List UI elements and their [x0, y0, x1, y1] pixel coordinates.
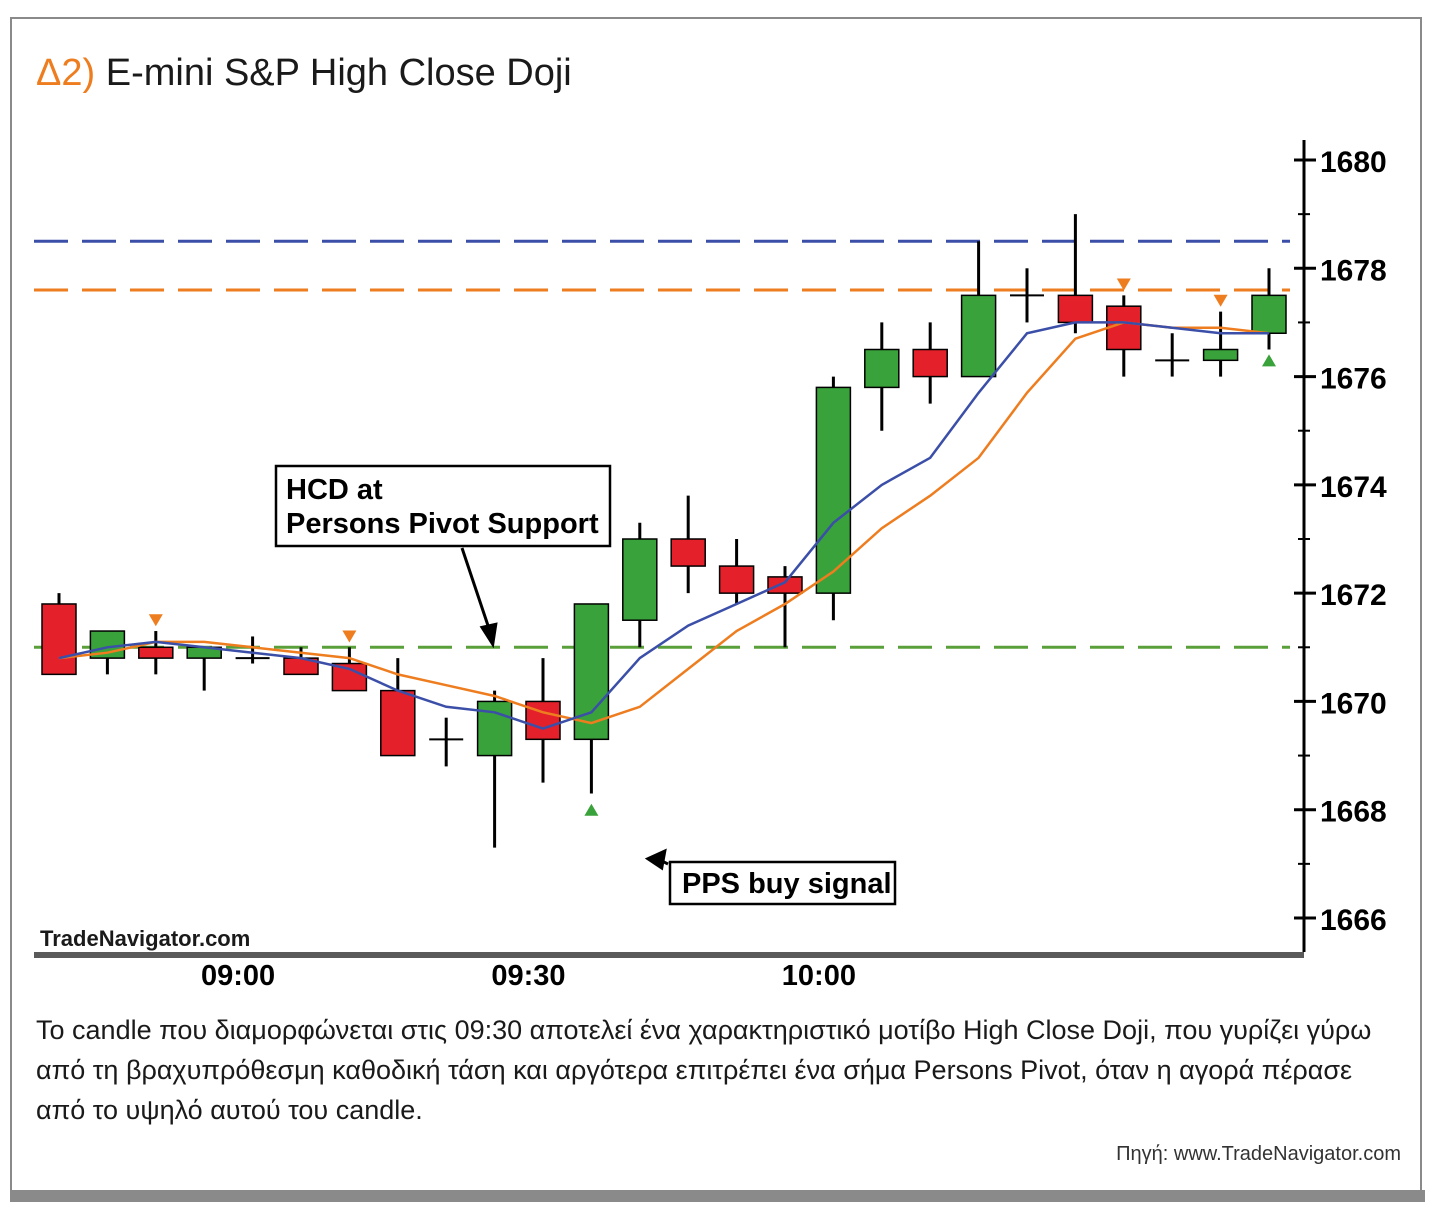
candle-14	[718, 539, 755, 604]
y-tick-label: 1670	[1320, 687, 1387, 720]
buy-marker-1	[1262, 354, 1276, 367]
plot-area	[34, 140, 1290, 952]
candle-body	[718, 565, 755, 594]
candle-18	[912, 322, 948, 404]
candle-body	[1057, 294, 1094, 324]
x-axis-band	[34, 952, 1304, 958]
sell-marker-1	[342, 630, 357, 643]
candle-body	[1202, 348, 1239, 362]
candle-16	[815, 376, 852, 621]
candle-21	[1057, 214, 1094, 334]
candle-15	[767, 566, 803, 648]
candle-body	[960, 294, 997, 378]
plot-area-layer	[34, 140, 1290, 952]
candle-12	[622, 522, 658, 648]
candle-19	[960, 241, 997, 378]
candle-body	[670, 538, 706, 567]
annotation-hcd-arrow-head	[479, 622, 498, 649]
candle-2	[138, 631, 174, 675]
sell-marker-2	[1116, 278, 1131, 291]
candle-22	[1106, 295, 1142, 377]
x-tick-label: 09:00	[201, 960, 275, 992]
candle-body	[767, 576, 803, 594]
candle-body	[41, 603, 77, 676]
buy-marker-0	[584, 803, 599, 816]
candle-body	[380, 689, 416, 757]
candle-9	[476, 690, 513, 848]
annotation-hcd-arrow-line	[460, 547, 492, 631]
sell-marker-0	[148, 614, 163, 627]
figure-number: Δ2)	[36, 52, 96, 94]
moving-averages-layer	[58, 321, 1270, 730]
moving-average-fast	[58, 321, 1269, 730]
moving-average-slow	[58, 321, 1270, 725]
candle-body	[138, 646, 174, 659]
annotations-layer: TradeNavigator.com HCD at Persons Pivot Su…	[40, 464, 897, 951]
candle-body	[864, 348, 900, 389]
y-tick-label: 1680	[1320, 146, 1387, 179]
y-tick-label: 1666	[1320, 904, 1387, 937]
candle-body	[912, 348, 948, 378]
signal-markers-layer	[148, 278, 1276, 816]
chart-watermark: TradeNavigator.com	[40, 926, 250, 951]
x-tick-label: 09:30	[491, 960, 565, 992]
annotation-pps: PPS buy signal	[644, 848, 897, 906]
annotation-hcd-text: HCD at Persons Pivot Support	[286, 474, 599, 540]
source-note: Πηγή: www.TradeNavigator.com	[1116, 1143, 1401, 1165]
y-tick-label: 1678	[1320, 254, 1387, 287]
sell-marker-3	[1213, 294, 1228, 307]
candle-5	[283, 647, 319, 676]
annotation-pps-box	[668, 860, 897, 906]
annotation-hcd: HCD at Persons Pivot Support	[274, 464, 612, 649]
candle-20	[1010, 268, 1044, 323]
y-tick-label: 1674	[1320, 471, 1387, 504]
candle-body	[622, 538, 658, 621]
y-tick-label: 1672	[1320, 579, 1387, 612]
annotation-pps-text: PPS buy signal	[682, 868, 892, 900]
figure-title: Δ2) E-mini S&P High Close Doji	[36, 52, 572, 95]
x-tick-label: 10:00	[782, 960, 856, 992]
candle-body	[1251, 294, 1287, 335]
figure-caption: Το candle που διαμορφώνεται στις 09:30 α…	[36, 1015, 1372, 1125]
candle-8	[429, 717, 464, 767]
candle-body	[1106, 305, 1142, 351]
figure-title-text: E-mini S&P High Close Doji	[105, 52, 572, 94]
bottom-bar	[10, 1190, 1425, 1202]
candle-24	[1202, 311, 1239, 377]
candle-17	[864, 322, 900, 431]
candle-4	[235, 636, 270, 664]
axes-layer: 1666 1668 1670 1672 1674 1676 1678 1680 09:00 09:…	[34, 140, 1387, 992]
candle-body	[331, 662, 368, 692]
annotation-pps-arrow-head	[644, 848, 667, 871]
candle-7	[380, 658, 416, 757]
y-tick-label: 1668	[1320, 796, 1387, 829]
candle-body	[815, 386, 852, 594]
annotation-hcd-box	[274, 464, 612, 548]
candle-body	[476, 700, 513, 757]
candle-0	[41, 593, 77, 676]
candle-23	[1155, 333, 1190, 377]
candle-13	[670, 495, 706, 594]
y-tick-label: 1676	[1320, 363, 1387, 396]
